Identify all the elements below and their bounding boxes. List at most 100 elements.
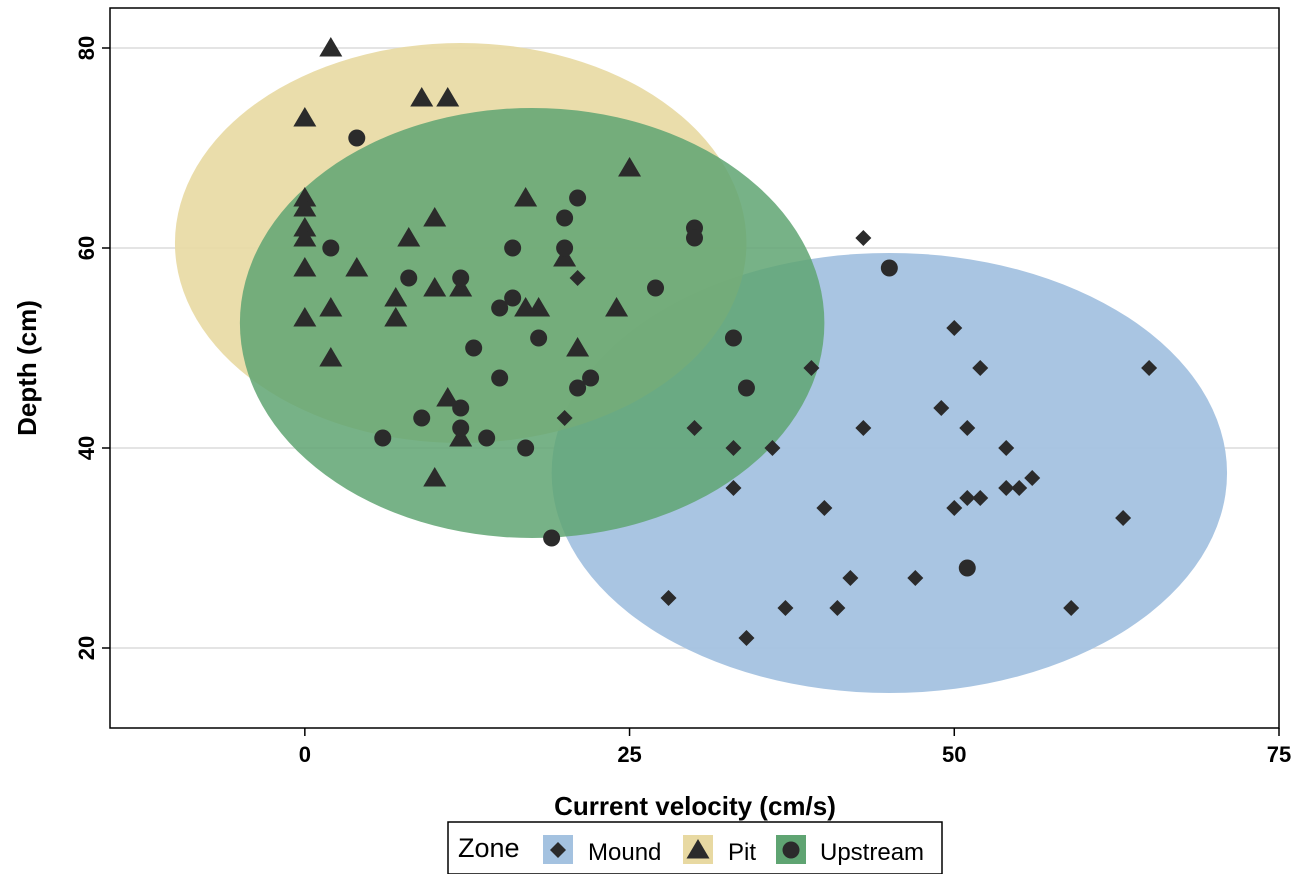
point-upstream: [737, 379, 755, 397]
point-mound: [816, 500, 833, 516]
x-tick-label: 75: [1267, 742, 1291, 767]
point-upstream: [478, 429, 496, 447]
point-pit: [345, 257, 369, 277]
y-axis: 20 40 60 80: [74, 36, 110, 660]
confidence-ellipses: [174, 43, 1228, 693]
point-mound: [686, 420, 703, 436]
legend-marker-mound: [550, 842, 566, 858]
legend-label-upstream: Upstream: [820, 839, 924, 866]
data-points: [293, 37, 1158, 646]
point-mound: [907, 570, 924, 586]
y-tick-label: 60: [74, 236, 99, 260]
point-mound: [998, 440, 1015, 456]
point-upstream: [452, 269, 470, 287]
point-pit: [397, 227, 421, 247]
point-pit: [293, 307, 317, 327]
legend-title: Zone: [458, 833, 520, 863]
point-pit: [423, 277, 447, 297]
point-mound: [777, 600, 794, 616]
point-mound: [972, 490, 989, 506]
point-pit: [553, 247, 577, 267]
point-mound: [1011, 480, 1028, 496]
point-pit: [423, 207, 447, 227]
plot-frame: [109, 7, 1280, 729]
point-upstream: [569, 189, 587, 207]
point-mound: [842, 570, 859, 586]
legend-box: [447, 821, 943, 874]
point-upstream: [724, 329, 742, 347]
point-upstream: [686, 229, 703, 247]
point-upstream: [569, 379, 587, 397]
point-pit: [293, 197, 317, 217]
point-mound: [933, 400, 950, 416]
x-axis-title: Current velocity (cm/s): [554, 791, 836, 821]
point-upstream: [348, 129, 366, 147]
point-mound: [1141, 360, 1158, 376]
point-pit: [527, 297, 551, 317]
legend: Zone Mound Pit Upstream: [447, 821, 943, 874]
point-upstream: [465, 339, 483, 357]
point-pit: [319, 347, 343, 367]
point-upstream: [400, 269, 418, 287]
point-mound: [855, 420, 872, 436]
x-tick-label: 50: [942, 742, 966, 767]
point-upstream: [556, 209, 574, 227]
point-mound: [1115, 510, 1132, 526]
point-mound: [556, 410, 573, 426]
point-mound: [998, 480, 1015, 496]
point-upstream: [556, 239, 574, 257]
point-pit: [618, 157, 642, 177]
point-upstream: [374, 429, 392, 447]
point-pit: [293, 107, 317, 127]
point-mound: [660, 590, 677, 606]
point-upstream: [880, 259, 898, 277]
point-upstream: [452, 419, 470, 437]
x-tick-label: 0: [299, 742, 311, 767]
point-upstream: [504, 289, 522, 307]
legend-marker-upstream: [782, 841, 800, 859]
y-axis-title: Depth (cm): [12, 300, 42, 436]
point-pit: [319, 297, 343, 317]
point-pit: [423, 467, 447, 487]
point-mound: [959, 490, 976, 506]
point-pit: [449, 427, 473, 447]
y-tick-label: 20: [74, 636, 99, 660]
point-upstream: [491, 369, 509, 387]
point-upstream: [530, 329, 548, 347]
point-pit: [436, 387, 460, 407]
point-mound: [803, 360, 820, 376]
x-axis: 0 25 50 75: [299, 728, 1291, 767]
point-upstream: [491, 299, 509, 317]
point-upstream: [647, 279, 665, 297]
legend-label-pit: Pit: [728, 839, 756, 866]
y-tick-label: 80: [74, 36, 99, 60]
point-pit: [319, 37, 343, 57]
point-pit: [384, 307, 408, 327]
point-pit: [436, 87, 460, 107]
legend-marker-pit: [686, 839, 710, 859]
point-upstream: [582, 369, 600, 387]
point-pit: [293, 227, 317, 247]
point-mound: [946, 500, 963, 516]
point-pit: [449, 277, 473, 297]
point-pit: [566, 337, 590, 357]
point-pit: [293, 187, 317, 207]
point-upstream: [958, 559, 976, 577]
point-pit: [605, 297, 629, 317]
point-upstream: [543, 529, 561, 547]
point-upstream: [322, 239, 340, 257]
point-mound: [569, 270, 586, 286]
point-pit: [293, 257, 317, 277]
point-mound: [738, 630, 755, 646]
point-pit: [514, 187, 538, 207]
point-mound: [1024, 470, 1041, 486]
point-pit: [410, 87, 434, 107]
point-upstream: [504, 239, 522, 257]
point-mound: [764, 440, 781, 456]
point-upstream: [413, 409, 431, 427]
point-pit: [384, 287, 408, 307]
point-mound: [1063, 600, 1080, 616]
point-mound: [959, 420, 976, 436]
point-mound: [946, 320, 963, 336]
point-mound: [972, 360, 989, 376]
